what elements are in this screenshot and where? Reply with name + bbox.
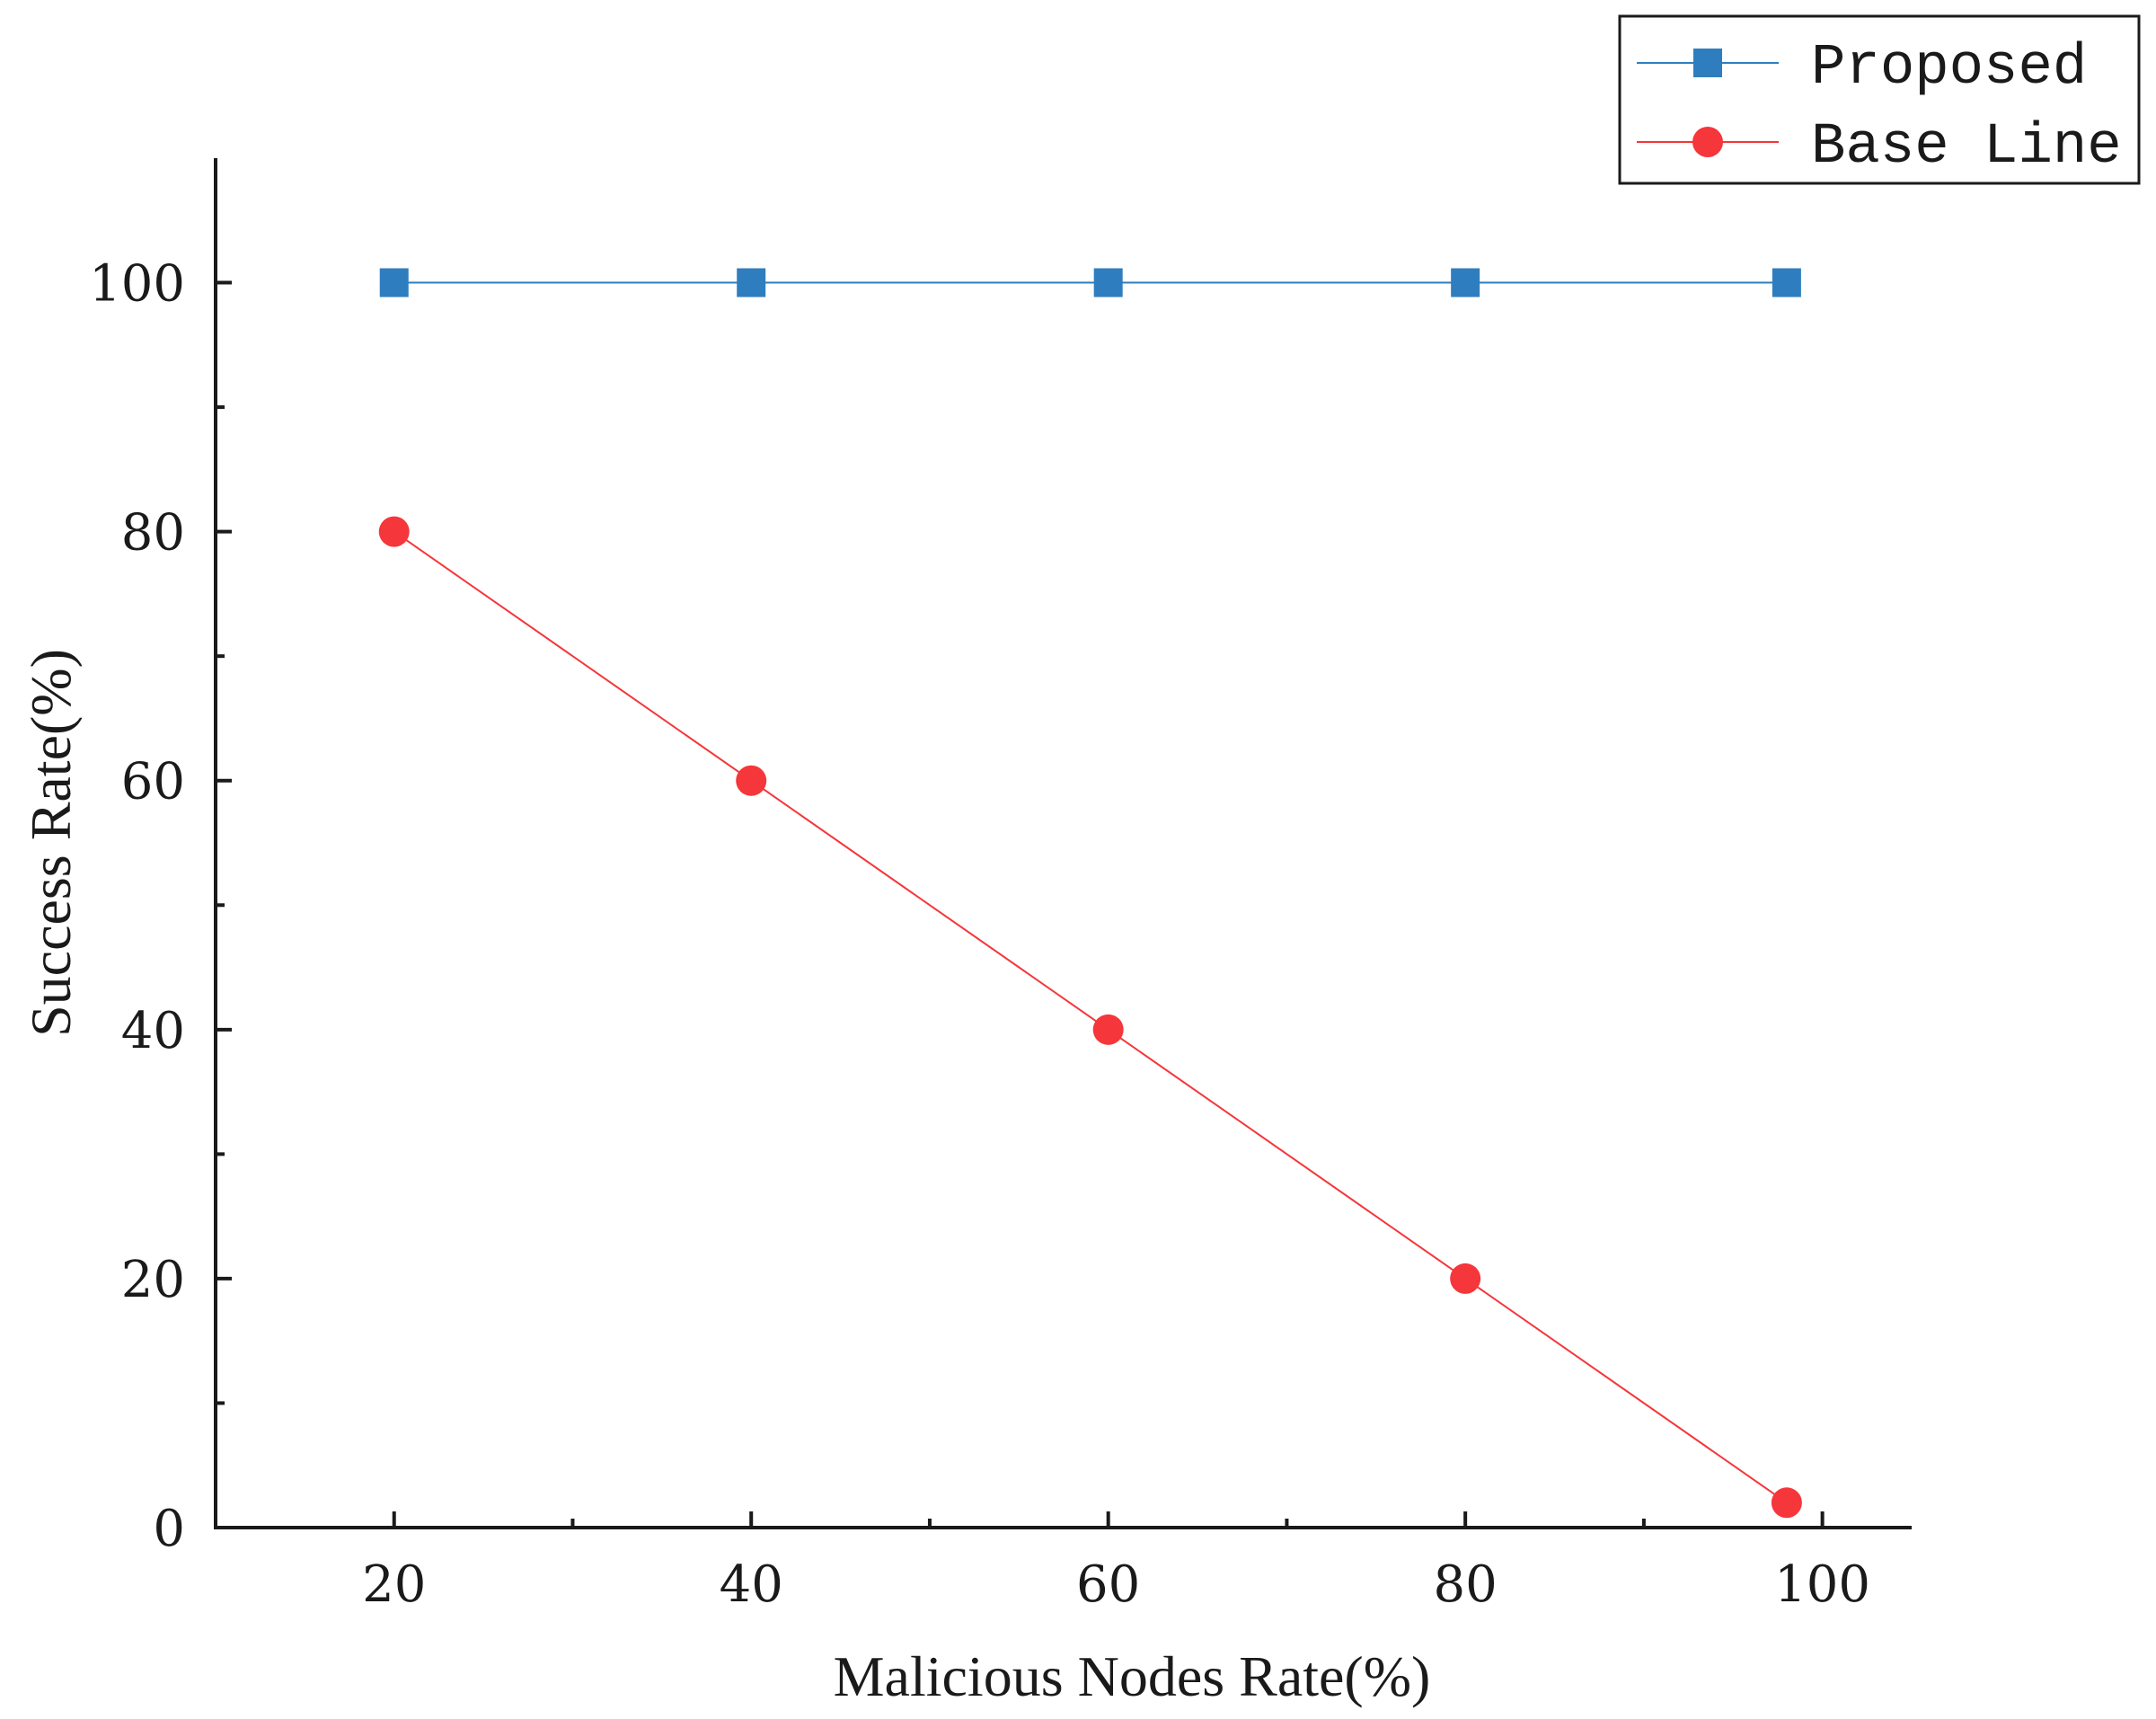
series-group (378, 268, 1802, 1519)
legend-marker-proposed (1693, 49, 1722, 77)
y-tick-label: 40 (121, 1002, 185, 1060)
data-point-proposed (737, 268, 766, 297)
legend: Proposed Base Line (1618, 14, 2141, 185)
legend-label-base-line: Base Line (1811, 115, 2122, 180)
axes-group (214, 158, 1912, 1529)
y-axis-title: Success Rate(%) (19, 649, 83, 1037)
x-tick-label: 60 (1076, 1555, 1140, 1614)
y-axis-ticks: 0 20 40 60 80 100 (89, 255, 232, 1558)
data-point-base-line (1771, 1487, 1802, 1519)
legend-label-proposed: Proposed (1811, 36, 2087, 101)
data-point-base-line (378, 516, 410, 547)
x-tick-label: 20 (362, 1555, 426, 1614)
legend-marker-base-line (1692, 127, 1723, 157)
y-tick-label: 100 (89, 255, 185, 314)
y-tick-label: 20 (121, 1251, 185, 1309)
data-point-proposed (1093, 268, 1123, 297)
y-tick-label: 60 (121, 753, 185, 811)
data-point-proposed (379, 268, 409, 297)
data-point-base-line (1450, 1263, 1481, 1294)
x-axis-ticks: 20 40 60 80 100 (362, 1511, 1870, 1614)
series-line-base-line (393, 530, 1788, 1504)
data-point-proposed (1451, 268, 1480, 297)
y-tick-label: 80 (121, 504, 185, 563)
x-tick-label: 40 (720, 1555, 783, 1614)
x-tick-label: 100 (1774, 1555, 1870, 1614)
x-axis-title: Malicious Nodes Rate(%) (834, 1644, 1431, 1708)
data-point-base-line (1092, 1014, 1124, 1045)
data-point-proposed (1772, 268, 1801, 297)
data-point-base-line (736, 765, 767, 796)
y-tick-label: 0 (153, 1500, 185, 1558)
axes-frame (214, 158, 1912, 1529)
x-tick-label: 80 (1434, 1555, 1498, 1614)
